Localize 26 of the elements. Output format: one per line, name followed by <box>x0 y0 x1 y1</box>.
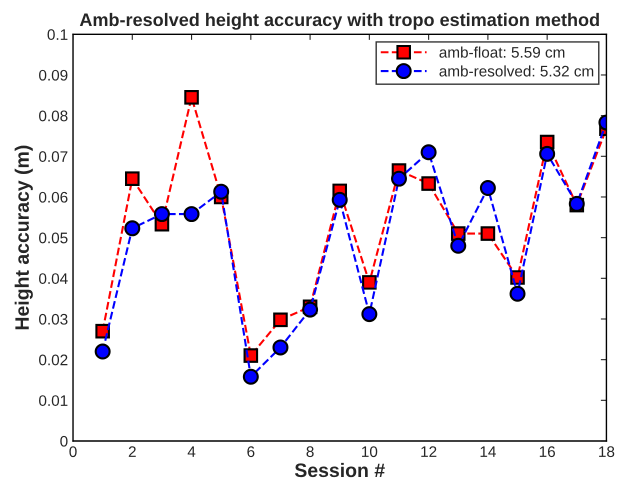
y-tick-label: 0.07 <box>39 151 68 162</box>
x-tick-label: 0 <box>69 446 77 458</box>
legend-label: amb-resolved: 5.32 cm <box>439 65 594 77</box>
x-tick-label: 6 <box>247 446 254 458</box>
y-axis-title: Height accuracy (m) <box>14 146 33 330</box>
y-tick-label: 0.02 <box>39 354 68 366</box>
legend-label: amb-float: 5.59 cm <box>439 46 564 58</box>
x-tick-label: 12 <box>421 446 436 457</box>
x-tick-label: 10 <box>362 446 378 458</box>
y-tick-label: 0 <box>60 436 68 447</box>
y-tick-label: 0.1 <box>48 29 68 40</box>
y-tick-label: 0.03 <box>39 314 68 325</box>
y-tick-label: 0.06 <box>39 192 68 203</box>
x-axis-title: Session # <box>294 462 385 478</box>
y-tick-label: 0.01 <box>39 395 68 406</box>
y-tick-label: 0.04 <box>39 273 68 284</box>
x-tick-label: 14 <box>480 446 496 457</box>
x-tick-label: 4 <box>188 446 196 457</box>
y-tick-label: 0.08 <box>39 110 68 122</box>
chart-title: Amb-resolved height accuracy with tropo estimation method <box>80 12 599 30</box>
x-tick-label: 2 <box>128 446 136 457</box>
y-tick-label: 0.09 <box>39 70 68 81</box>
x-tick-label: 18 <box>599 446 614 458</box>
x-tick-label: 8 <box>306 446 314 458</box>
x-tick-label: 16 <box>540 446 555 458</box>
y-tick-label: 0.05 <box>39 232 68 244</box>
